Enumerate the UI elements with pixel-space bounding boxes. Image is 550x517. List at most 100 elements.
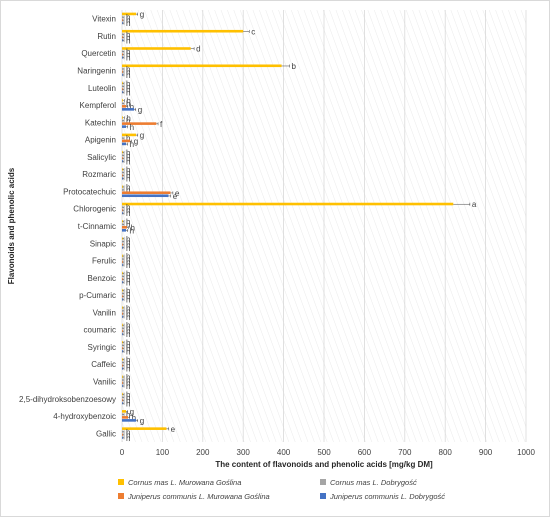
bar — [122, 246, 123, 249]
x-tick-label: 800 — [439, 448, 453, 457]
bar — [122, 358, 123, 361]
bar — [122, 280, 123, 284]
category-label: coumaric — [84, 326, 116, 335]
bar — [122, 12, 137, 16]
significance-letter: h — [126, 54, 130, 63]
significance-letter: h — [126, 338, 130, 347]
bar — [122, 295, 123, 298]
significance-letter: h — [126, 296, 130, 305]
bar — [122, 263, 123, 267]
bar — [122, 398, 123, 402]
bar — [122, 292, 123, 295]
significance-letter: h — [126, 134, 130, 143]
bar — [122, 47, 191, 50]
bar — [122, 416, 129, 419]
bar — [122, 401, 123, 405]
significance-letter: h — [126, 293, 130, 302]
bar — [122, 38, 123, 42]
significance-letter: h — [126, 71, 130, 80]
significance-letter: h — [126, 221, 130, 230]
x-tick-labels: 0 100 200 300 400 500 600 700 800 900 1000 — [120, 448, 536, 457]
bar — [122, 64, 282, 68]
bar — [122, 188, 123, 192]
significance-letter: h — [126, 428, 130, 437]
bar — [122, 50, 123, 53]
legend-swatch — [320, 479, 326, 485]
bar — [122, 367, 123, 370]
bar — [122, 156, 123, 160]
bar — [122, 53, 123, 56]
bar — [122, 35, 123, 39]
category-label: Naringenin — [77, 66, 116, 75]
x-tick-label: 600 — [358, 448, 372, 457]
significance-letter: h — [126, 341, 130, 350]
significance-letter: h — [126, 241, 130, 250]
significance-letter: h — [126, 272, 130, 281]
bar — [122, 384, 123, 388]
significance-letter: h — [126, 65, 130, 74]
x-tick-label: 900 — [479, 448, 493, 457]
bar — [122, 81, 123, 85]
significance-letter: h — [126, 310, 130, 319]
significance-letter: h — [126, 382, 130, 391]
significance-letter: h — [126, 269, 130, 278]
significance-letter: h — [126, 203, 130, 212]
significance-letter: h — [126, 330, 130, 339]
bar — [122, 237, 123, 240]
significance-letter: h — [130, 140, 134, 149]
significance-letter: h — [126, 183, 130, 192]
category-label: Benzoic — [88, 274, 116, 283]
significance-letter: h — [126, 114, 130, 123]
gridlines — [121, 10, 527, 442]
bar — [122, 433, 123, 436]
bar — [122, 430, 123, 433]
significance-letter: h — [126, 411, 130, 420]
significance-letter: h — [126, 169, 130, 178]
bar — [122, 133, 137, 137]
bar — [122, 346, 123, 350]
bar — [122, 361, 123, 364]
category-label: Kempferol — [80, 101, 117, 110]
significance-letter: h — [126, 347, 130, 356]
bar — [122, 220, 123, 223]
bar — [122, 18, 123, 22]
significance-letter: h — [126, 151, 130, 160]
bar — [122, 413, 123, 416]
x-tick-label: 0 — [120, 448, 125, 457]
significance-letter: h — [130, 224, 134, 233]
x-tick-label: 1000 — [517, 448, 535, 457]
significance-letter: h — [126, 365, 130, 374]
legend-label: Cornus mas L. Murowana Goślina — [128, 478, 241, 487]
significance-letter: h — [126, 166, 130, 175]
bar — [122, 298, 123, 301]
bar — [122, 87, 123, 91]
bar — [122, 191, 171, 195]
bar — [122, 205, 123, 209]
significance-letter: h — [126, 275, 130, 284]
category-label: Luteolin — [88, 84, 116, 93]
bar — [122, 168, 123, 171]
bar — [122, 381, 123, 385]
category-label: Ferulic — [92, 257, 116, 266]
bar — [122, 343, 123, 347]
category-label: Vitexin — [92, 15, 116, 24]
bar — [122, 211, 123, 215]
bar — [122, 257, 123, 261]
bar — [122, 171, 123, 174]
bar — [122, 125, 127, 128]
bar — [122, 139, 131, 143]
bar — [122, 410, 127, 413]
bar — [122, 395, 123, 399]
significance-letter: e — [175, 189, 180, 198]
bar — [122, 332, 123, 336]
bar — [122, 15, 123, 19]
category-label: t-Cinnamic — [78, 222, 116, 231]
x-tick-label: 100 — [156, 448, 170, 457]
bar — [122, 349, 123, 353]
significance-letter: h — [126, 390, 130, 399]
significance-letter: h — [126, 209, 130, 218]
bar — [122, 427, 167, 430]
x-tick-label: 200 — [196, 448, 210, 457]
